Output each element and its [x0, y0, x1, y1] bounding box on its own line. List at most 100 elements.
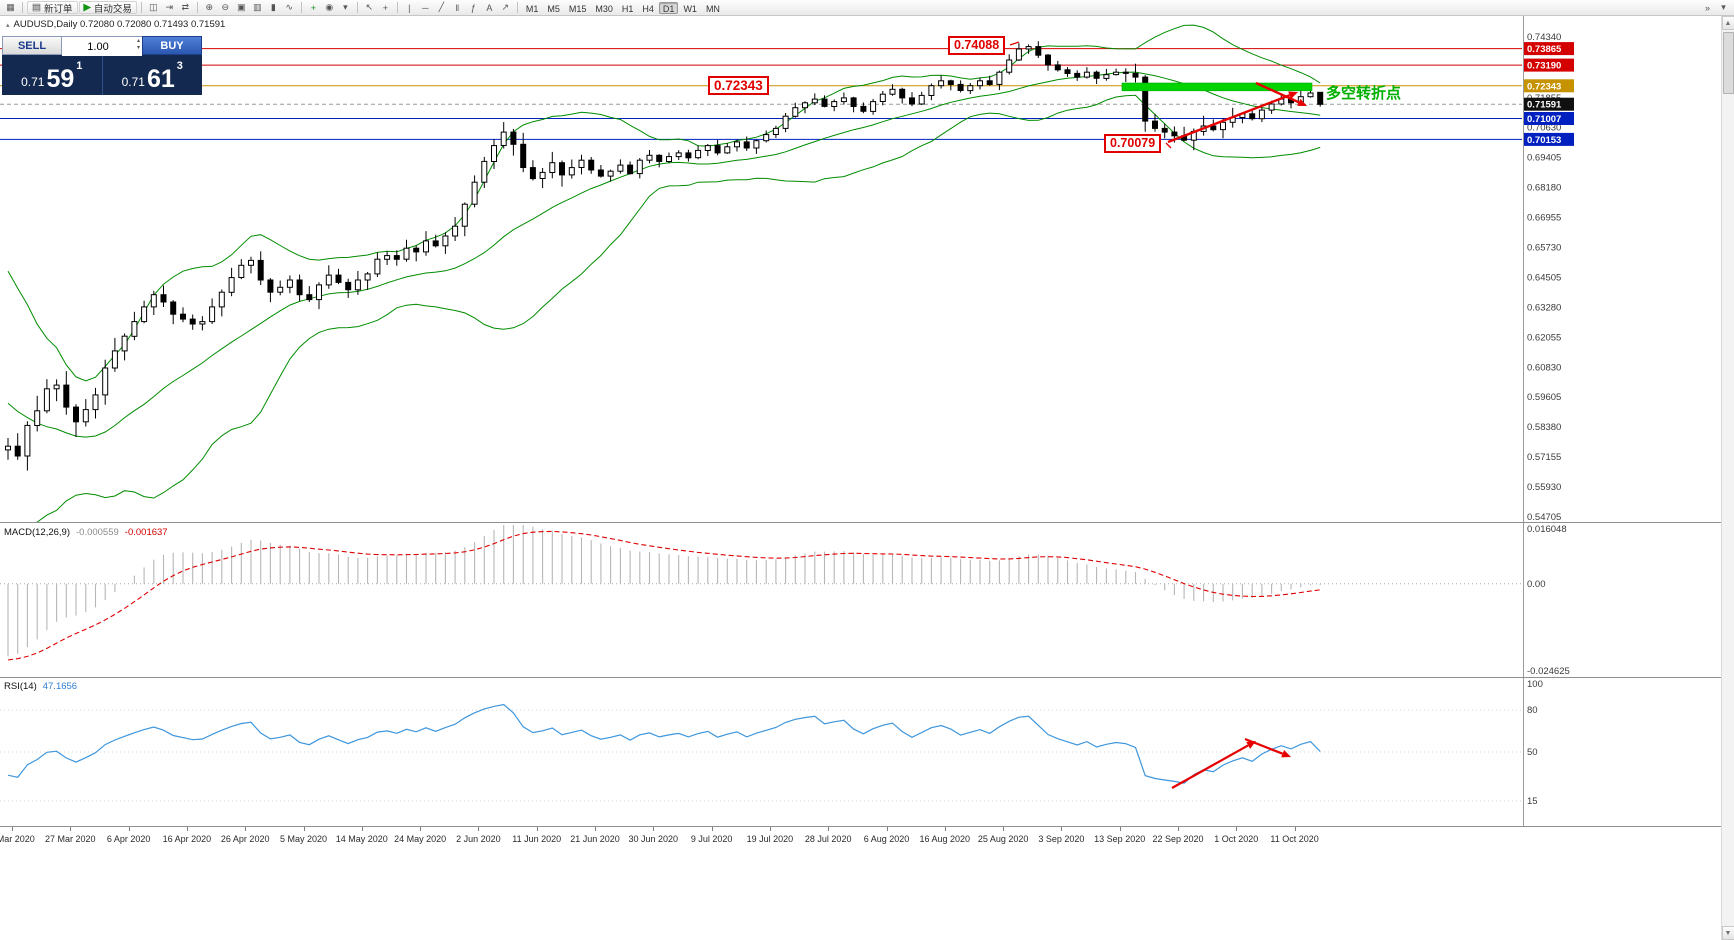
candle — [948, 81, 953, 85]
candle — [978, 81, 983, 86]
candle — [1153, 121, 1158, 128]
candle — [939, 81, 944, 86]
candle-chart-icon[interactable]: ▮ — [266, 1, 281, 14]
toolbar-separator — [517, 2, 518, 13]
timeframe-w1-button[interactable]: W1 — [679, 2, 701, 14]
autotrade-button[interactable]: ▶自动交易 — [79, 1, 137, 14]
candle — [229, 278, 234, 293]
vertical-scrollbar[interactable]: ▲ ▼ — [1721, 16, 1734, 940]
scroll-up-icon[interactable]: ▲ — [1722, 16, 1734, 30]
candle — [540, 172, 545, 178]
candle — [929, 86, 934, 96]
date-tick — [12, 827, 13, 831]
spinner-down-icon[interactable]: ▾ — [137, 45, 140, 52]
timeframe-m5-button[interactable]: M5 — [543, 2, 564, 14]
rsi-panel[interactable]: 100805015 — [0, 678, 1734, 826]
candle — [754, 141, 759, 148]
bid-price[interactable]: 0.71 59 1 — [2, 55, 102, 95]
supply-zone-rectangle[interactable] — [1122, 83, 1312, 91]
new-order-button[interactable]: ▤新订单 — [27, 1, 78, 14]
price-callout-high[interactable]: 0.74088 — [948, 36, 1005, 55]
date-label: 6 Apr 2020 — [107, 834, 151, 844]
price-callout-pivot[interactable]: 0.72343 — [708, 76, 769, 95]
timeframe-h1-button[interactable]: H1 — [618, 2, 638, 14]
crosshair-icon[interactable]: + — [378, 1, 393, 14]
trend-arrow — [1172, 745, 1248, 788]
timeframe-m15-button[interactable]: M15 — [565, 2, 591, 14]
oct-toggle-icon[interactable]: ▴ — [6, 21, 10, 29]
bollinger-middle-band — [8, 72, 1320, 437]
panel-separator[interactable] — [0, 522, 1734, 523]
date-label: 28 Jul 2020 — [805, 834, 852, 844]
buy-button[interactable]: BUY — [142, 36, 202, 55]
candle — [1221, 122, 1226, 129]
date-label: 30 Jun 2020 — [629, 834, 679, 844]
line-chart-icon[interactable]: ∿ — [282, 1, 297, 14]
scrollbar-thumb[interactable] — [1723, 32, 1734, 94]
date-label: 11 Oct 2020 — [1270, 834, 1318, 844]
candle — [453, 226, 458, 236]
zoom-out-icon[interactable]: ⊖ — [218, 1, 233, 14]
toolbar-options-icon[interactable]: ▾ — [1716, 1, 1731, 14]
candle — [890, 89, 895, 94]
trendline-icon[interactable]: ╱ — [434, 1, 449, 14]
price-callout-low[interactable]: 0.70079 — [1104, 134, 1161, 153]
candle — [501, 132, 506, 145]
main-chart[interactable]: 0.743400.718550.706300.694050.681800.669… — [0, 16, 1734, 522]
channel-icon[interactable]: ‖ — [450, 1, 465, 14]
candle — [297, 280, 302, 295]
date-label: 14 May 2020 — [336, 834, 388, 844]
tile-windows-icon[interactable]: ▣ — [234, 1, 249, 14]
macd-panel[interactable]: 0.0160480.00-0.024625 — [0, 523, 1734, 677]
candle — [35, 411, 40, 426]
bid-point: 1 — [76, 59, 82, 72]
candle — [181, 314, 186, 319]
chart-shift-icon[interactable]: ⇥ — [162, 1, 177, 14]
objects-dropdown-icon[interactable]: ◉ — [322, 1, 337, 14]
add-indicator-icon[interactable]: + — [306, 1, 321, 14]
zoom-in-icon[interactable]: ⊕ — [202, 1, 217, 14]
fibonacci-icon[interactable]: ƒ — [466, 1, 481, 14]
timeframe-m1-button[interactable]: M1 — [522, 2, 543, 14]
price-axis-label: 0.58380 — [1527, 422, 1561, 433]
text-tool-icon[interactable]: A — [482, 1, 497, 14]
rsi-value: 47.1656 — [43, 681, 77, 692]
candle — [764, 135, 769, 141]
date-label: 22 Sep 2020 — [1152, 834, 1203, 844]
timeframe-mn-button[interactable]: MN — [702, 2, 724, 14]
candle — [832, 102, 837, 107]
autoscroll-icon[interactable]: ⇄ — [178, 1, 193, 14]
scroll-down-icon[interactable]: ▼ — [1722, 926, 1734, 940]
price-axis-label: 0.74340 — [1527, 32, 1561, 43]
toolbar-right-group: »▾ — [1700, 1, 1731, 14]
ask-point: 3 — [177, 59, 183, 72]
candle — [880, 94, 885, 101]
date-tick — [712, 827, 713, 831]
date-tick — [1061, 827, 1062, 831]
chart-header: ▴ AUDUSD,Daily 0.72080 0.72080 0.71493 0… — [6, 19, 225, 30]
profiles-icon[interactable]: ◫ — [146, 1, 161, 14]
volume-input[interactable] — [62, 39, 142, 56]
vertical-line-icon[interactable]: | — [402, 1, 417, 14]
horizontal-line-icon[interactable]: ─ — [418, 1, 433, 14]
timeframe-d1-button[interactable]: D1 — [659, 2, 679, 14]
volume-spinner[interactable]: ▴ ▾ — [137, 38, 140, 52]
date-label: 16 Aug 2020 — [920, 834, 971, 844]
candle — [346, 282, 351, 289]
timeframe-h4-button[interactable]: H4 — [638, 2, 658, 14]
dropdown-arrow-icon[interactable]: ▾ — [338, 1, 353, 14]
timeframe-m30-button[interactable]: M30 — [591, 2, 617, 14]
date-tick — [828, 827, 829, 831]
spinner-up-icon[interactable]: ▴ — [137, 38, 140, 45]
arrow-tool-icon[interactable]: ↗ — [498, 1, 513, 14]
sell-button[interactable]: SELL — [2, 36, 62, 55]
ask-price[interactable]: 0.71 61 3 — [102, 55, 203, 95]
candle — [560, 163, 565, 175]
new-chart-icon[interactable]: ▦ — [3, 1, 18, 14]
bar-chart-icon[interactable]: ▥ — [250, 1, 265, 14]
cursor-icon[interactable]: ↖ — [362, 1, 377, 14]
panel-separator[interactable] — [0, 677, 1734, 678]
candle — [492, 146, 497, 162]
more-tools-icon[interactable]: » — [1700, 1, 1715, 14]
toolbar-separator — [397, 2, 398, 13]
